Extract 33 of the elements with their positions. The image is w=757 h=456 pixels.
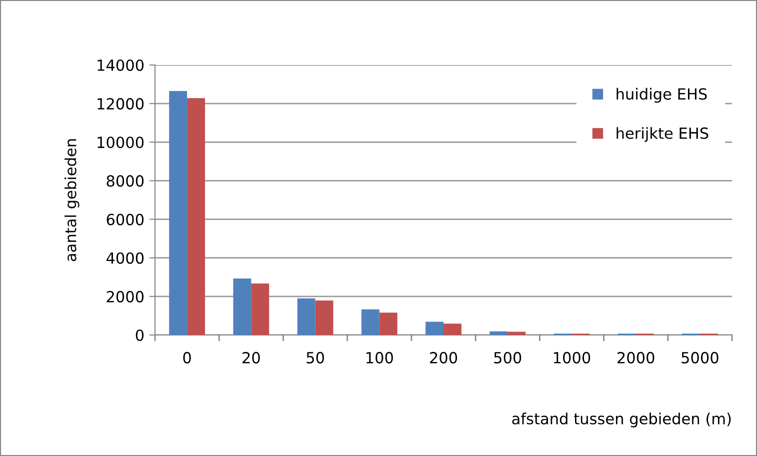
y-tick-label: 8000: [106, 175, 144, 187]
bar: [444, 324, 462, 335]
y-tick-label: 4000: [106, 252, 144, 264]
x-tick-label: 2000: [618, 352, 654, 364]
x-tick-label: 5000: [682, 352, 718, 364]
bar: [361, 309, 380, 335]
bar: [426, 322, 444, 335]
y-tick-label: 2000: [106, 290, 144, 302]
y-tick-label: 6000: [106, 214, 144, 226]
x-tick-label: 500: [494, 352, 522, 364]
y-tick-label: 14000: [98, 59, 144, 72]
bar: [169, 91, 188, 335]
legend-label: huidige EHS: [616, 88, 707, 103]
legend-label: herijkte EHS: [616, 127, 708, 142]
bar: [379, 312, 398, 335]
x-tick-label: 20: [242, 352, 260, 364]
x-tick-label: 200: [430, 352, 458, 364]
bar: [315, 300, 334, 335]
x-tick-label: 50: [306, 352, 324, 364]
y-axis-title: aantal gebieden: [64, 139, 80, 262]
bar: [233, 278, 252, 335]
y-tick-label: 12000: [98, 98, 144, 110]
bar: [490, 331, 508, 335]
y-tick-label: 10000: [98, 136, 144, 148]
bar: [187, 98, 206, 335]
x-axis-title: afstand tussen gebieden (m): [512, 412, 731, 428]
bar: [508, 332, 526, 335]
x-tick-label: 0: [183, 352, 191, 364]
bar: [251, 284, 270, 335]
x-tick-label: 100: [366, 352, 393, 364]
y-tick-label: 0: [136, 329, 144, 342]
x-tick-label: 1000: [554, 352, 590, 364]
bar: [297, 298, 316, 335]
